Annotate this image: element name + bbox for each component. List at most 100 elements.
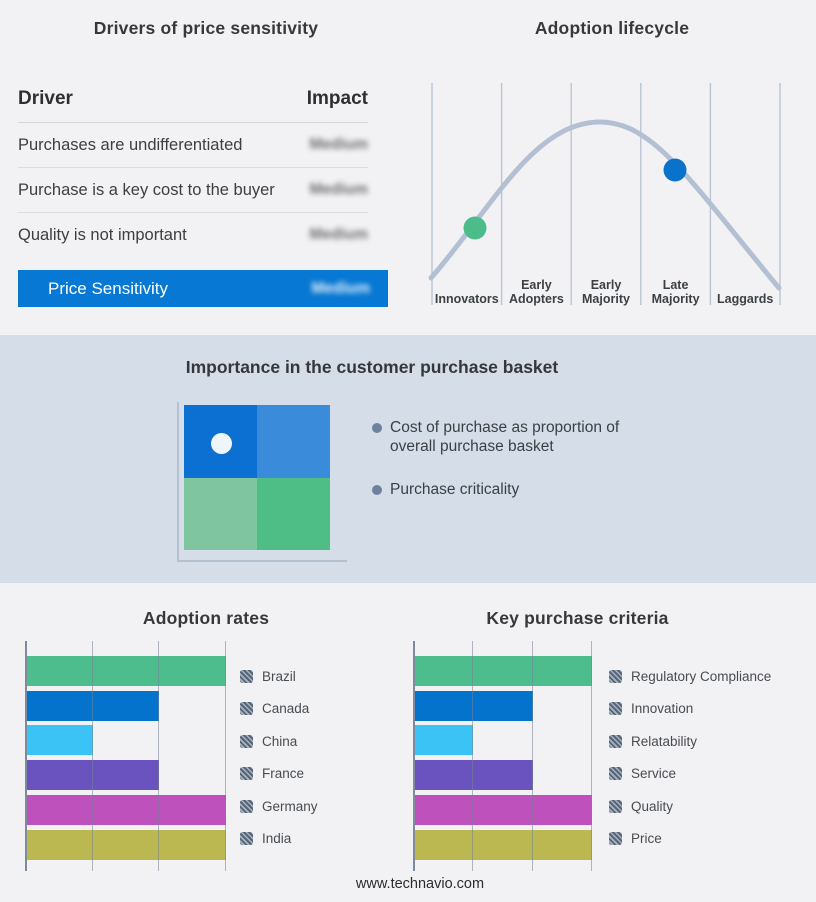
lifecycle-chart xyxy=(428,83,782,305)
impact-cell-blurred: Medium xyxy=(309,226,368,243)
purchase-basket-bullets: Cost of purchase as proportion of overal… xyxy=(372,418,642,523)
impact-cell-blurred: Medium xyxy=(309,136,368,153)
drivers-table: Driver Impact Purchases are undifferenti… xyxy=(18,88,368,257)
bar-china xyxy=(26,725,93,755)
bullet-icon xyxy=(372,485,382,495)
column-header-impact: Impact xyxy=(306,88,368,109)
legend-item: Price xyxy=(609,823,771,856)
bullet-item: Purchase criticality xyxy=(372,480,642,499)
gridline xyxy=(158,641,160,871)
quadrant-bottom-right xyxy=(257,477,330,550)
legend-item: Innovation xyxy=(609,693,771,726)
gridline xyxy=(591,641,592,871)
bar-relatability xyxy=(414,725,474,755)
legend-item: Canada xyxy=(240,693,318,726)
stage-label-laggards: Laggards xyxy=(717,291,774,306)
legend-swatch-icon xyxy=(240,799,253,813)
quadrant-bottom-left xyxy=(184,477,257,550)
table-row: Quality is not important Medium xyxy=(18,213,368,257)
legend-item: China xyxy=(240,725,318,758)
bullet-text: Purchase criticality xyxy=(390,481,520,498)
drivers-table-header: Driver Impact xyxy=(18,88,368,123)
legend-item: France xyxy=(240,758,318,791)
adoption-rates-title: Adoption rates xyxy=(142,608,270,628)
bar-france xyxy=(26,760,160,790)
drivers-table-title: Drivers of price sensitivity xyxy=(93,18,319,38)
price-sensitivity-row: Price Sensitivity Medium xyxy=(18,270,388,307)
bell-curve xyxy=(428,119,782,291)
adoption-rates-chart xyxy=(25,641,226,871)
legend-label: Regulatory Compliance xyxy=(631,668,772,684)
key-purchase-criteria-title: Key purchase criteria xyxy=(486,608,669,628)
impact-cell-blurred: Medium xyxy=(309,181,368,198)
gridline xyxy=(225,641,226,871)
legend-swatch-icon xyxy=(240,669,253,683)
legend-item: Germany xyxy=(240,790,318,823)
price-sensitivity-label: Price Sensitivity xyxy=(48,278,168,298)
stage-label-innovators: Innovators xyxy=(434,291,499,306)
driver-cell: Quality is not important xyxy=(18,225,187,244)
stage-label-late-majority: Late Majority xyxy=(651,277,700,306)
bar-brazil xyxy=(26,656,226,686)
website-url: www.technavio.com xyxy=(355,876,485,892)
driver-cell: Purchases are undifferentiated xyxy=(18,135,243,154)
legend-label: India xyxy=(262,831,292,847)
legend-label: Germany xyxy=(262,798,318,814)
legend-item: Quality xyxy=(609,790,771,823)
driver-cell: Purchase is a key cost to the buyer xyxy=(18,180,275,199)
legend-item: Regulatory Compliance xyxy=(609,660,771,693)
legend-label: Price xyxy=(631,831,662,847)
legend-swatch-icon xyxy=(609,669,622,683)
bar-india xyxy=(26,830,226,860)
impact-cell-blurred: Medium xyxy=(311,279,370,297)
bar-regulatory-compliance xyxy=(414,656,592,686)
stage-label-early-majority: Early Majority xyxy=(582,277,630,306)
legend-item: Service xyxy=(609,758,771,791)
key-purchase-criteria-legend: Regulatory Compliance Innovation Relatab… xyxy=(609,660,771,855)
lifecycle-gridlines xyxy=(431,83,781,305)
legend-label: Quality xyxy=(631,798,674,814)
legend-swatch-icon xyxy=(609,799,622,813)
lifecycle-title: Adoption lifecycle xyxy=(534,18,690,38)
bar-germany xyxy=(26,795,226,825)
bar-service xyxy=(414,760,533,790)
legend-label: Canada xyxy=(262,701,310,717)
legend-item: Relatability xyxy=(609,725,771,758)
key-purchase-criteria-chart xyxy=(413,641,592,871)
legend-swatch-icon xyxy=(609,702,622,716)
legend-label: China xyxy=(262,733,298,749)
column-header-driver: Driver xyxy=(18,88,73,109)
bar-innovation xyxy=(414,691,533,721)
legend-swatch-icon xyxy=(240,734,253,748)
y-axis-line xyxy=(25,641,27,871)
bullet-item: Cost of purchase as proportion of overal… xyxy=(372,418,642,456)
legend-swatch-icon xyxy=(609,734,622,748)
legend-item: Brazil xyxy=(240,660,318,693)
table-row: Purchase is a key cost to the buyer Medi… xyxy=(18,168,368,213)
purchase-basket-band xyxy=(0,335,816,583)
legend-label: Relatability xyxy=(631,733,698,749)
quadrant-top-left xyxy=(184,405,257,478)
bullet-icon xyxy=(372,423,382,433)
quadrant-axis-frame xyxy=(177,402,347,562)
late-majority-marker-dot xyxy=(663,158,687,182)
gridline xyxy=(531,641,533,871)
legend-label: Brazil xyxy=(262,668,296,684)
legend-swatch-icon xyxy=(240,702,253,716)
bar-price xyxy=(414,830,592,860)
legend-swatch-icon xyxy=(609,832,622,846)
legend-label: Service xyxy=(631,766,677,782)
bar-canada xyxy=(26,691,160,721)
lifecycle-stage-labels: Innovators Early Adopters Early Majority… xyxy=(432,272,780,306)
legend-swatch-icon xyxy=(240,767,253,781)
adoption-rates-legend: Brazil Canada China France Germany India xyxy=(240,660,318,855)
legend-label: France xyxy=(262,766,305,782)
legend-swatch-icon xyxy=(609,767,622,781)
table-row: Purchases are undifferentiated Medium xyxy=(18,123,368,168)
stage-label-early-adopters: Early Adopters xyxy=(508,277,564,306)
legend-label: Innovation xyxy=(631,701,694,717)
bar-quality xyxy=(414,795,592,825)
bullet-text: Cost of purchase as proportion of overal… xyxy=(390,419,620,455)
quadrant-top-right xyxy=(257,405,330,478)
